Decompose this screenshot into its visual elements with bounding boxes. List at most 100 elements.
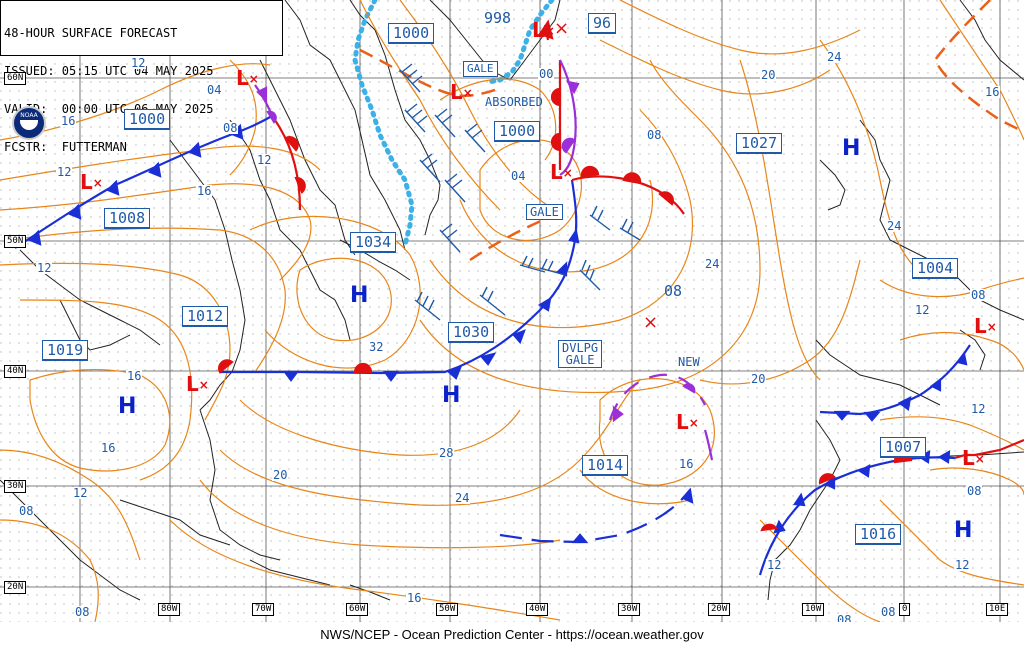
gale-warning-central-text: GALE: [530, 205, 559, 219]
pressure-1007: 1007: [880, 437, 927, 458]
isobar-label: 12: [914, 303, 931, 317]
low-pressure-davis-strait: L×: [450, 80, 473, 104]
pressure-1000-west: 1000: [124, 109, 171, 130]
gale-warning-north: GALE: [463, 61, 498, 77]
forecast-header: 48-HOUR SURFACE FORECAST ISSUED: 05:15 U…: [0, 0, 283, 153]
low-label: L: [676, 410, 689, 434]
noaa-logo: NOAA: [12, 106, 46, 140]
low-center-cross: ×: [544, 24, 555, 38]
isobar-label: 12: [130, 56, 147, 70]
isobar-label: 20: [750, 372, 767, 386]
lon-label-30w: 30W: [618, 603, 641, 616]
wind-barbs: [399, 63, 641, 321]
low-center-cross: ×: [92, 176, 103, 190]
low-pressure-mediterranean: L×: [974, 314, 997, 338]
isobar-label: 28: [438, 446, 455, 460]
isobar-label: 32: [368, 340, 385, 354]
pressure-1004: 1004: [912, 258, 959, 279]
low-center-cross: ×: [248, 72, 259, 86]
isobar-label: 16: [406, 591, 423, 605]
isobar-label: 04: [510, 169, 527, 183]
pressure-998: 998: [484, 9, 512, 27]
lon-label-20w: 20W: [708, 603, 731, 616]
low-label: L: [974, 314, 987, 338]
isobar-label: 20: [760, 68, 777, 82]
isobar-label: 24: [886, 219, 903, 233]
ocean-dot-pattern: [0, 0, 1024, 622]
footer-credit: NWS/NCEP - Ocean Prediction Center - htt…: [0, 622, 1024, 652]
pressure-1000-central: 1000: [494, 121, 541, 142]
pressure-1019: 1019: [42, 340, 89, 361]
lon-label-70w: 70W: [252, 603, 275, 616]
low-pressure-great-lakes: L×: [80, 170, 103, 194]
low-label: L: [550, 160, 563, 184]
isobar-label: 08: [880, 605, 897, 619]
isobar-label: 08: [970, 288, 987, 302]
isobar-label: 24: [454, 491, 471, 505]
low-pressure-labrador: L×: [236, 66, 259, 90]
pressure-1000-north: 1000: [388, 23, 435, 44]
isobar-label: 12: [72, 486, 89, 500]
low-center-cross: ×: [986, 320, 997, 334]
isobar-label: 12: [766, 558, 783, 572]
isobar-label: 08: [18, 504, 35, 518]
isobar-label: 16: [100, 441, 117, 455]
isobar-label: 08: [646, 128, 663, 142]
isobar-label: 12: [954, 558, 971, 572]
isobar-label: 04: [206, 83, 223, 97]
low-center-cross: ×: [562, 166, 573, 180]
isobar-label: 12: [56, 165, 73, 179]
lon-label-10w: 10W: [802, 603, 825, 616]
isobar-label: 08: [966, 484, 983, 498]
pressure-08: 08: [664, 282, 683, 300]
ice-edge-line: [352, 0, 415, 248]
isobar-label: 24: [704, 257, 721, 271]
lon-label-80w: 80W: [158, 603, 181, 616]
low-label: L: [236, 66, 249, 90]
header-forecaster: FCSTR: FUTTERMAN: [4, 139, 127, 154]
lon-label-60w: 60W: [346, 603, 369, 616]
low-label: L: [186, 372, 199, 396]
lon-label-40w: 40W: [526, 603, 549, 616]
isobar-label: 16: [984, 85, 1001, 99]
pressure-1016: 1016: [855, 524, 902, 545]
low-center-cross: ×: [462, 86, 473, 100]
isobar-label: 16: [126, 369, 143, 383]
isobar-label: 20: [272, 468, 289, 482]
high-pressure-africa: H: [954, 518, 973, 543]
low-pressure-greenland: L×: [532, 18, 555, 42]
lat-label-50n: 50N: [4, 235, 27, 248]
low-center-cross: ×: [688, 416, 699, 430]
absorbed-note: ABSORBED: [485, 95, 543, 109]
lat-label-60n: 60N: [4, 72, 27, 85]
isobar-label: 12: [36, 261, 53, 275]
isobar-label: 16: [196, 184, 213, 198]
low-pressure-central-atlantic: L×: [550, 160, 573, 184]
occluded-fronts: [254, 59, 714, 461]
high-pressure-uk: H: [842, 136, 861, 161]
high-pressure-nova-scotia: H: [350, 283, 369, 308]
high-pressure-gulf: H: [118, 394, 137, 419]
lon-label-10e: 10E: [986, 603, 1009, 616]
cold-fronts: [14, 115, 971, 576]
developing-gale-note: DVLPG GALE: [558, 340, 603, 368]
low-center-cross-greenland: ×: [554, 18, 570, 39]
low-center-cross: ×: [974, 452, 985, 466]
low-pressure-north-africa: L×: [962, 446, 985, 470]
isobar-label: 16: [60, 114, 77, 128]
pressure-1027: 1027: [736, 133, 783, 154]
new-low-note: NEW: [678, 355, 700, 369]
pressure-1030: 1030: [448, 322, 495, 343]
lat-label-30n: 30N: [4, 480, 27, 493]
header-title: 48-HOUR SURFACE FORECAST: [4, 26, 178, 41]
isobar-label: 16: [678, 457, 695, 471]
pressure-96: 96: [588, 13, 617, 34]
low-label: L: [80, 170, 93, 194]
pressure-1034: 1034: [350, 232, 397, 253]
gale-warning-central: GALE: [526, 204, 563, 220]
developing-gale-line2: GALE: [565, 353, 595, 367]
noaa-logo-text: NOAA: [20, 112, 38, 119]
isobar-label: 12: [256, 153, 273, 167]
high-pressure-atlantic: H: [442, 383, 461, 408]
lat-label-20n: 20N: [4, 581, 27, 594]
